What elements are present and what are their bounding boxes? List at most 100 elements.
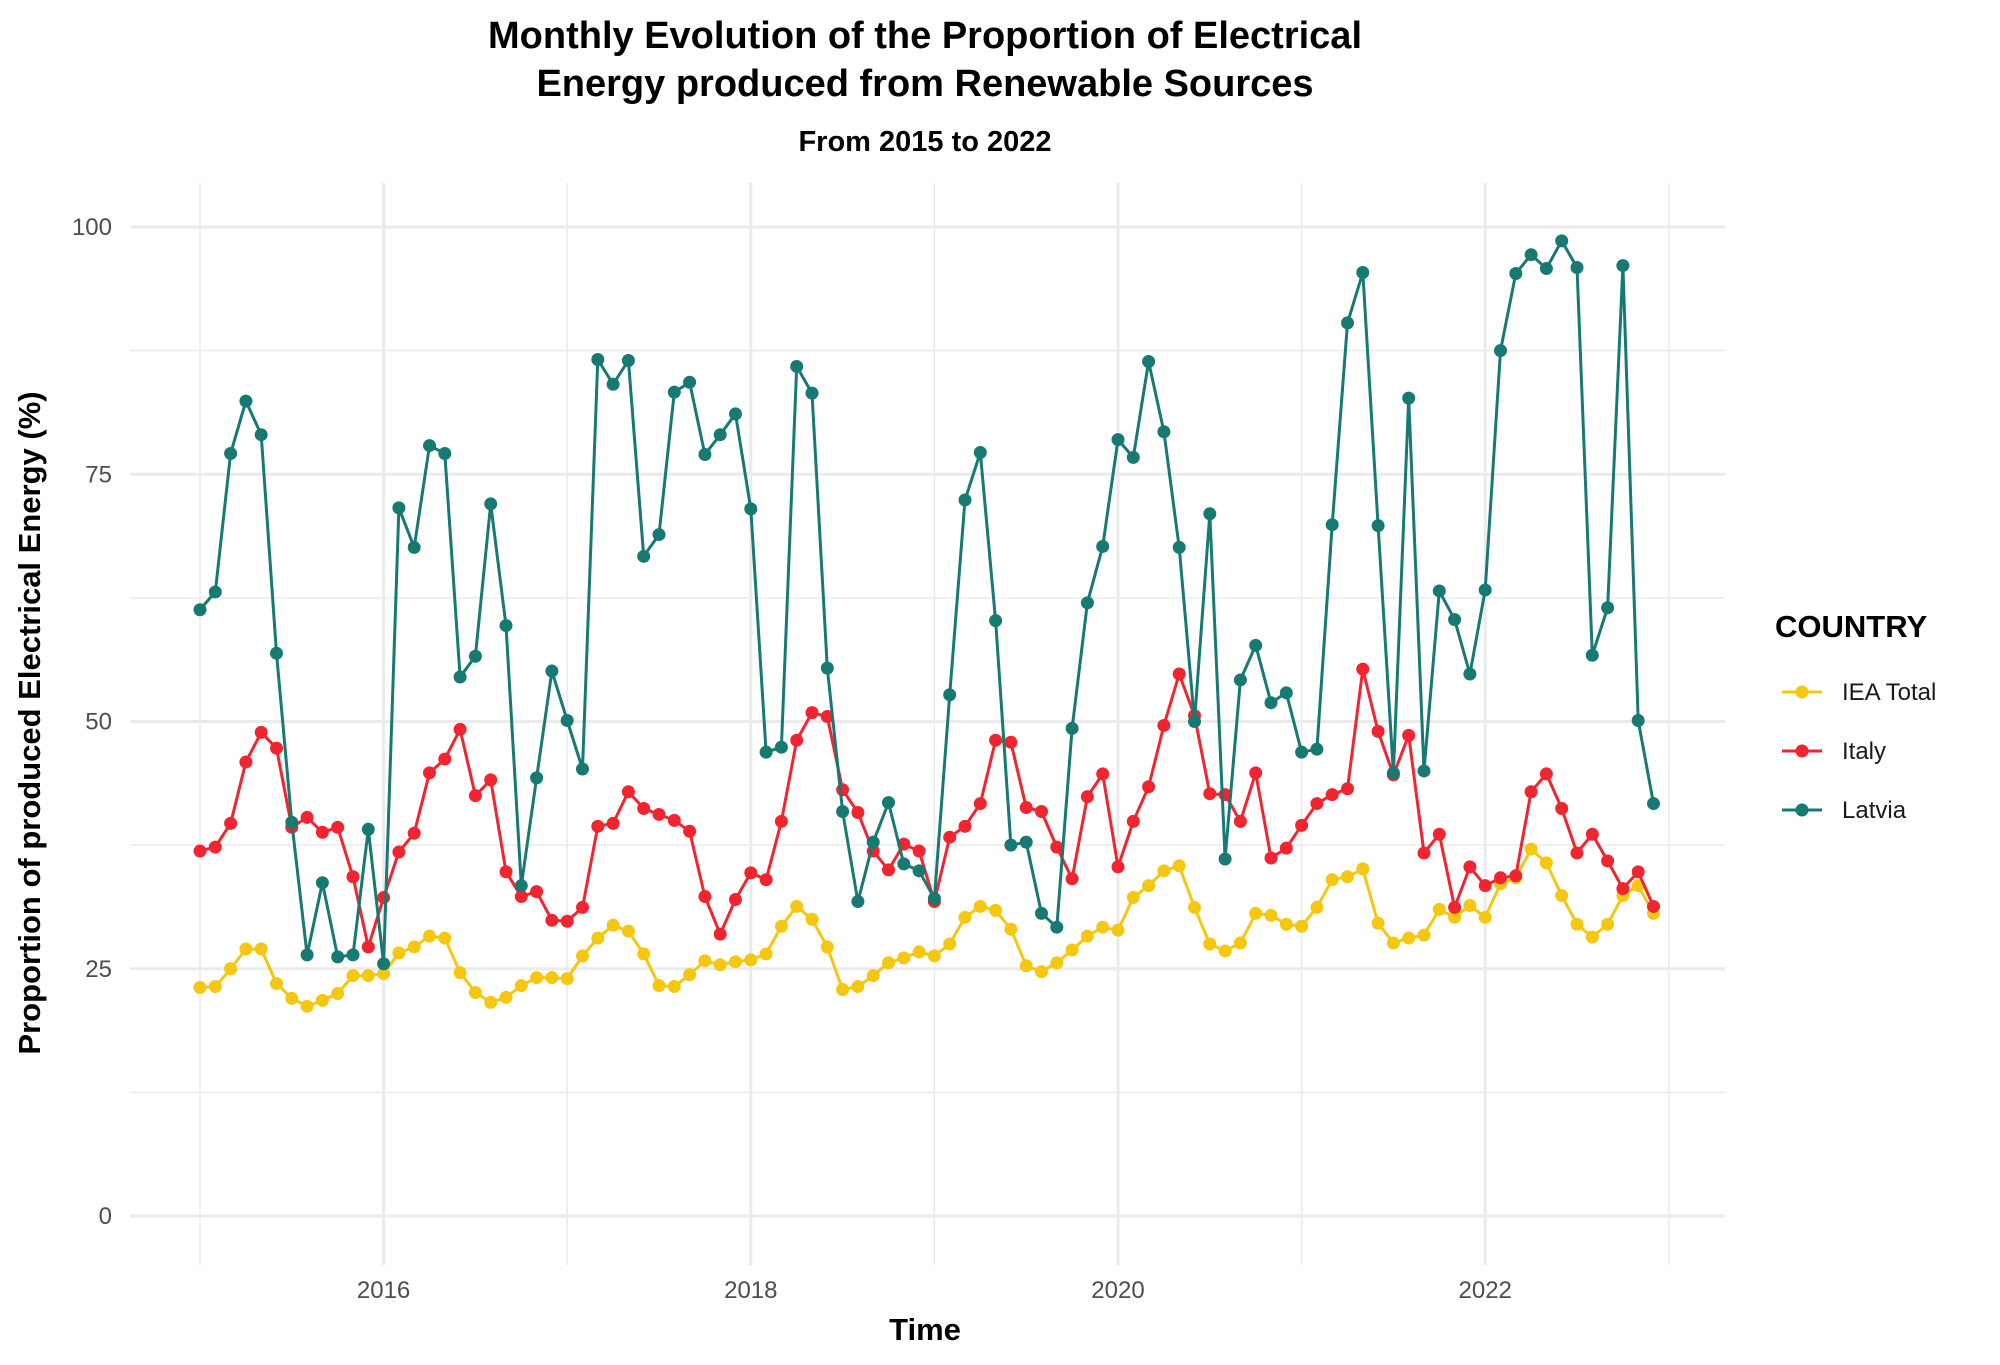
data-point-latvia (468, 649, 482, 663)
data-point-italy (1478, 879, 1492, 893)
data-point-latvia (1356, 265, 1370, 279)
data-point-italy (361, 940, 375, 954)
data-point-italy (392, 845, 406, 859)
data-point-latvia (1295, 745, 1309, 759)
data-point-latvia (1065, 721, 1079, 735)
data-point-latvia (1463, 667, 1477, 681)
data-point-latvia (1448, 613, 1462, 627)
data-point-iea-total (683, 968, 697, 982)
data-point-italy (1096, 767, 1110, 781)
data-point-latvia (193, 603, 207, 617)
data-point-italy (1080, 790, 1094, 804)
data-point-latvia (484, 497, 498, 511)
data-point-iea-total (866, 969, 880, 983)
data-point-iea-total (943, 937, 957, 951)
data-point-italy (224, 816, 238, 830)
data-point-italy (514, 890, 528, 904)
y-tick-label: 50 (85, 709, 112, 736)
data-point-italy (560, 914, 574, 928)
data-point-italy (790, 733, 804, 747)
x-tick-label: 2020 (1091, 1277, 1144, 1304)
data-point-italy (606, 816, 620, 830)
data-point-latvia (224, 446, 238, 460)
data-point-italy (1448, 900, 1462, 914)
legend-marker-italy (1795, 744, 1809, 758)
data-point-italy (239, 755, 253, 769)
data-point-italy (300, 810, 314, 824)
data-point-italy (973, 797, 987, 811)
data-point-iea-total (1539, 856, 1553, 870)
data-point-latvia (1432, 584, 1446, 598)
data-point-latvia (239, 394, 253, 408)
data-point-latvia (927, 892, 941, 906)
grid (130, 183, 1725, 1265)
data-point-latvia (621, 354, 635, 368)
data-point-italy (591, 819, 605, 833)
data-point-latvia (1310, 742, 1324, 756)
y-axis-ticks: 0 25 50 75 100 (72, 214, 112, 1230)
data-point-iea-total (1233, 936, 1247, 950)
data-point-italy (1172, 667, 1186, 681)
data-point-italy (208, 840, 222, 854)
data-point-italy (1509, 869, 1523, 883)
data-point-iea-total (407, 940, 421, 954)
chart-title-line1: Monthly Evolution of the Proportion of E… (488, 15, 1362, 57)
data-point-italy (759, 873, 773, 887)
data-point-latvia (774, 740, 788, 754)
data-point-latvia (1172, 540, 1186, 554)
data-point-italy (1585, 827, 1599, 841)
chart-subtitle: From 2015 to 2022 (798, 126, 1051, 158)
data-point-italy (1432, 827, 1446, 841)
y-tick-label: 25 (85, 956, 112, 983)
data-point-latvia (560, 714, 574, 728)
data-point-latvia (1203, 507, 1217, 521)
data-point-iea-total (1249, 906, 1263, 920)
data-point-latvia (744, 502, 758, 516)
data-point-latvia (1478, 583, 1492, 597)
data-point-iea-total (1264, 908, 1278, 922)
data-point-italy (667, 813, 681, 827)
data-point-latvia (1325, 518, 1339, 532)
data-point-italy (1555, 802, 1569, 816)
data-point-latvia (989, 614, 1003, 628)
data-point-iea-total (805, 912, 819, 926)
data-point-latvia (1126, 450, 1140, 464)
data-point-iea-total (438, 931, 452, 945)
data-point-iea-total (1096, 920, 1110, 934)
data-point-iea-total (973, 899, 987, 913)
data-point-iea-total (499, 990, 513, 1004)
data-point-latvia (606, 377, 620, 391)
data-point-iea-total (836, 983, 850, 997)
chart-title-line2: Energy produced from Renewable Sources (536, 63, 1313, 105)
data-point-latvia (1142, 355, 1156, 369)
data-point-latvia (208, 585, 222, 599)
data-point-iea-total (790, 899, 804, 913)
legend-marker-iea-total (1795, 685, 1809, 699)
data-point-latvia (1524, 248, 1538, 262)
data-point-iea-total (1463, 898, 1477, 912)
data-point-latvia (836, 804, 850, 818)
data-point-iea-total (331, 986, 345, 1000)
series-iea-total (193, 842, 1660, 1013)
legend-items: IEA Total Italy Latvia (1782, 679, 1936, 824)
data-point-iea-total (1402, 931, 1416, 945)
data-point-latvia (1157, 425, 1171, 439)
data-point-latvia (1539, 262, 1553, 276)
data-point-iea-total (912, 945, 926, 959)
data-point-latvia (943, 688, 957, 702)
data-point-latvia (545, 664, 559, 678)
data-point-iea-total (270, 977, 283, 991)
data-point-italy (1065, 872, 1079, 886)
data-point-latvia (759, 745, 773, 759)
data-point-italy (423, 766, 436, 780)
data-point-italy (1264, 851, 1278, 865)
data-point-latvia (300, 948, 314, 962)
data-point-italy (1325, 788, 1339, 802)
data-point-italy (1356, 662, 1370, 676)
data-point-iea-total (545, 971, 559, 985)
data-point-italy (1310, 797, 1324, 811)
data-point-iea-total (514, 979, 528, 993)
data-point-latvia (438, 446, 452, 460)
data-point-italy (1019, 801, 1033, 815)
data-point-latvia (346, 948, 360, 962)
